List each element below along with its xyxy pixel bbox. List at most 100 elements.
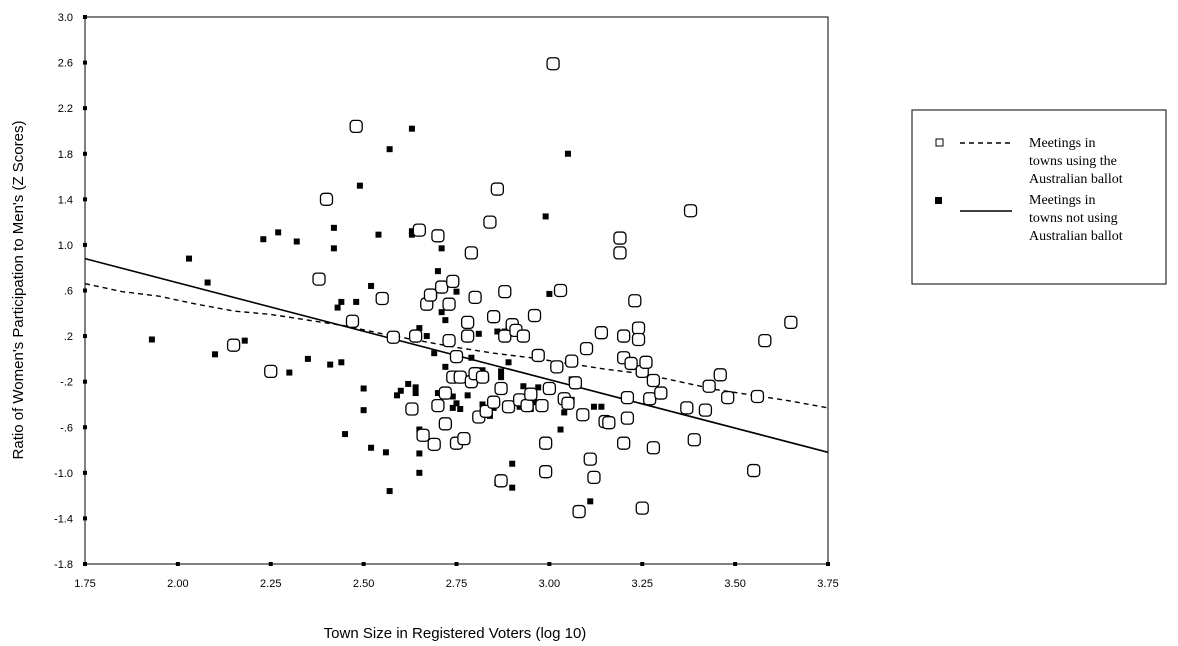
open-square-point	[483, 215, 497, 229]
filled-square-point	[535, 384, 542, 391]
open-square-point	[498, 284, 512, 299]
open-square-point	[494, 381, 508, 396]
open-square-point	[784, 315, 798, 330]
open-square-point	[498, 329, 512, 343]
open-square-point	[438, 386, 453, 400]
filled-square-point	[382, 449, 389, 456]
open-square-point	[446, 274, 460, 289]
open-square-point	[486, 395, 501, 409]
open-square-point	[550, 360, 564, 374]
filled-square-point	[360, 407, 367, 414]
filled-square-point	[368, 282, 375, 289]
open-square-point	[494, 474, 508, 488]
filled-square-point	[598, 403, 605, 410]
open-square-point	[624, 356, 638, 371]
filled-square-point	[531, 399, 538, 406]
open-square-point	[758, 333, 772, 348]
filled-square-point	[442, 317, 449, 324]
y-tick-mark	[83, 470, 87, 475]
filled-square-point	[434, 390, 441, 397]
filled-square-point	[416, 325, 423, 332]
filled-square-point	[509, 484, 516, 491]
open-square-point	[475, 370, 490, 384]
open-square-point	[747, 463, 761, 478]
x-tick-mark	[454, 562, 459, 566]
x-tick-label: 2.00	[167, 578, 188, 590]
y-axis-title: Ratio of Women's Participation to Men's …	[10, 121, 27, 460]
open-square-point	[431, 398, 445, 413]
y-tick-mark	[83, 562, 87, 566]
filled-square-point	[375, 231, 382, 238]
filled-square-point	[186, 255, 193, 262]
open-square-point	[579, 341, 594, 356]
filled-square-point	[449, 404, 456, 411]
open-square-point	[631, 321, 646, 335]
open-square-point	[646, 441, 661, 455]
filled-square-point	[498, 368, 505, 375]
y-tick-label: 1.0	[58, 240, 73, 252]
x-tick-mark	[640, 562, 645, 566]
loess-fit-line-australian-ballot	[84, 282, 829, 409]
y-tick-label: -.2	[60, 377, 73, 389]
filled-square-point	[479, 401, 486, 408]
open-square-point	[408, 329, 423, 343]
open-square-point	[546, 57, 560, 71]
y-tick-label: 3.0	[58, 12, 73, 24]
filled-square-point	[587, 498, 594, 505]
open-square-point	[698, 403, 713, 417]
y-tick-mark	[83, 288, 87, 293]
filled-square-point	[275, 229, 282, 236]
open-square-point	[635, 501, 649, 515]
filled-square-point	[386, 146, 393, 153]
open-square-point	[594, 326, 609, 340]
x-tick-label: 3.50	[724, 578, 745, 590]
open-square-point	[531, 348, 545, 363]
filled-square-point	[509, 460, 516, 467]
filled-square-point	[557, 426, 564, 433]
filled-square-point	[394, 392, 401, 399]
filled-square-point	[293, 238, 300, 245]
open-square-point	[386, 330, 400, 344]
filled-square-point	[475, 330, 482, 337]
open-square-point	[453, 370, 467, 384]
filled-square-point	[412, 384, 419, 391]
filled-square-point	[505, 359, 512, 366]
filled-square-point	[416, 469, 423, 476]
open-square-point	[620, 411, 635, 425]
open-square-point	[713, 368, 727, 382]
filled-square-point	[405, 380, 412, 387]
x-tick-label: 3.00	[539, 578, 560, 590]
filled-square-point	[516, 403, 523, 410]
open-square-point	[226, 338, 241, 352]
y-tick-mark	[83, 425, 87, 430]
open-square-point	[631, 332, 646, 347]
axis-ticks: 1.75 2.00 2.25 2.50 2.75 3.00 3.25 3.50 3.75 3.0 2…	[54, 12, 839, 590]
x-tick-label: 1.75	[74, 578, 95, 590]
filled-square-point	[479, 367, 486, 374]
y-tick-mark	[83, 242, 87, 247]
filled-square-point	[368, 444, 375, 451]
open-square-point	[643, 392, 657, 406]
open-square-point	[646, 373, 661, 388]
filled-square-point	[386, 488, 393, 495]
filled-square-point	[590, 403, 597, 410]
open-square-point	[702, 379, 716, 393]
y-tick-mark	[83, 516, 87, 521]
filled-square-point	[457, 406, 464, 413]
open-square-point	[542, 381, 557, 396]
data-points	[148, 57, 798, 519]
legend-label-2-line-2: towns not using	[1029, 211, 1118, 226]
open-square-point	[583, 452, 597, 466]
filled-square-point	[327, 361, 334, 368]
open-square-point	[687, 433, 701, 447]
open-square-point	[516, 329, 531, 343]
open-square-point	[431, 229, 445, 243]
filled-square-point	[408, 231, 415, 238]
filled-square-point	[338, 298, 345, 305]
filled-square-point	[438, 309, 445, 316]
open-square-point	[568, 376, 583, 390]
filled-square-point	[464, 392, 471, 399]
open-square-point	[460, 329, 475, 343]
open-square-point	[416, 428, 430, 442]
filled-square-point	[434, 268, 441, 275]
